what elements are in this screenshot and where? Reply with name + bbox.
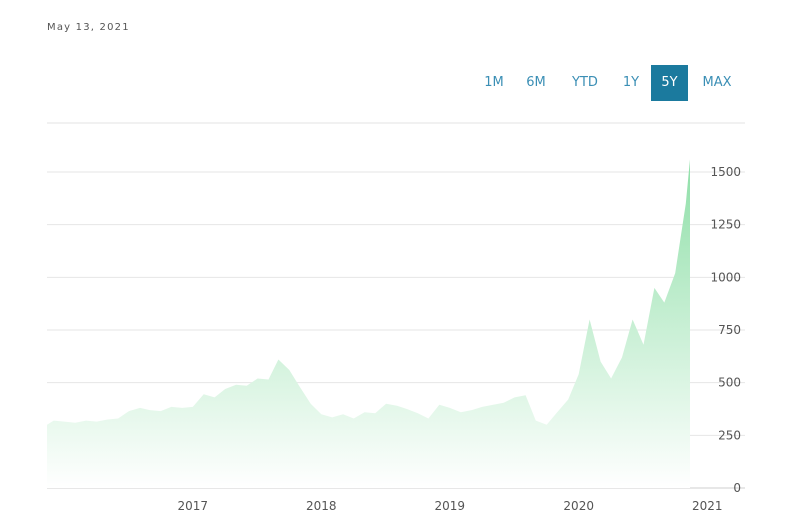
range-tab-1m[interactable]: 1M bbox=[484, 75, 504, 90]
y-tick-label: 1250 bbox=[710, 218, 741, 232]
x-tick-label: 2017 bbox=[178, 499, 209, 513]
range-tab-ytd[interactable]: YTD bbox=[572, 75, 598, 90]
x-tick-label: 2021 bbox=[692, 499, 723, 513]
range-tab-max[interactable]: MAX bbox=[702, 75, 732, 90]
y-tick-label: 250 bbox=[718, 428, 741, 442]
x-axis-ticks: 2017 2018 2019 2020 2021 bbox=[178, 499, 723, 513]
chart-date-label: May 13, 2021 bbox=[47, 22, 130, 33]
y-tick-label: 1500 bbox=[710, 165, 741, 179]
range-tab-5y[interactable]: 5Y bbox=[651, 65, 688, 101]
x-tick-label: 2019 bbox=[435, 499, 466, 513]
range-tab-6m[interactable]: 6M bbox=[526, 75, 546, 90]
y-axis-ticks: 0 250 500 750 1000 1250 1500 bbox=[710, 165, 741, 495]
x-tick-label: 2020 bbox=[563, 499, 594, 513]
x-tick-label: 2018 bbox=[306, 499, 337, 513]
y-tick-label: 0 bbox=[733, 481, 741, 495]
range-tab-1y[interactable]: 1Y bbox=[622, 75, 640, 90]
y-tick-label: 1000 bbox=[710, 270, 741, 284]
y-tick-label: 750 bbox=[718, 323, 741, 337]
price-area bbox=[47, 159, 690, 488]
area-series bbox=[47, 159, 690, 488]
y-tick-label: 500 bbox=[718, 376, 741, 390]
range-selector: 1M 6M YTD 1Y 5Y MAX bbox=[475, 65, 746, 101]
